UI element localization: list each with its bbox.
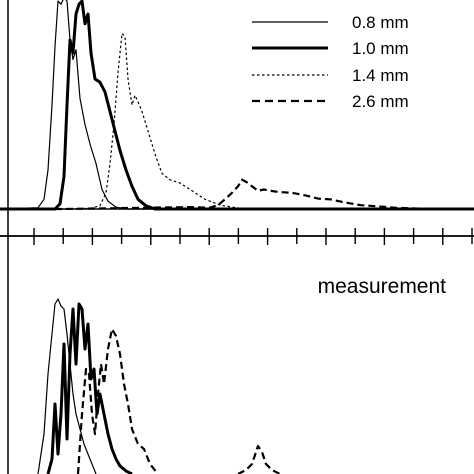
legend-label-2.6mm: 2.6 mm bbox=[352, 92, 409, 111]
series-line-bottom-dashed-2 bbox=[76, 327, 159, 474]
legend-label-1.0mm: 1.0 mm bbox=[352, 39, 409, 58]
series-line-bottom-thick-solid-1 bbox=[46, 302, 133, 474]
bottom-panel-series bbox=[37, 298, 281, 474]
series-line-bottom-dashed-3 bbox=[237, 444, 281, 474]
series-line-bottom-thin-solid-0 bbox=[37, 298, 97, 474]
top-panel-series bbox=[0, 0, 474, 211]
top-panel: 0.8 mm 1.0 mm 1.4 mm 2.6 mm bbox=[0, 0, 474, 236]
bottom-panel: measurement bbox=[7, 236, 447, 474]
legend-label-1.4mm: 1.4 mm bbox=[352, 66, 409, 85]
shared-x-axis bbox=[0, 228, 474, 245]
x-axis-ticks bbox=[33, 228, 473, 245]
series-line-top-0.8mm bbox=[0, 0, 474, 210]
series-line-top-1.4mm bbox=[0, 32, 474, 210]
series-line-top-2.6mm bbox=[0, 178, 474, 211]
legend-label-0.8mm: 0.8 mm bbox=[352, 13, 409, 32]
legend: 0.8 mm 1.0 mm 1.4 mm 2.6 mm bbox=[252, 13, 409, 111]
series-line-top-1.0mm bbox=[0, 0, 474, 211]
panel-label-measurement: measurement bbox=[318, 275, 447, 298]
